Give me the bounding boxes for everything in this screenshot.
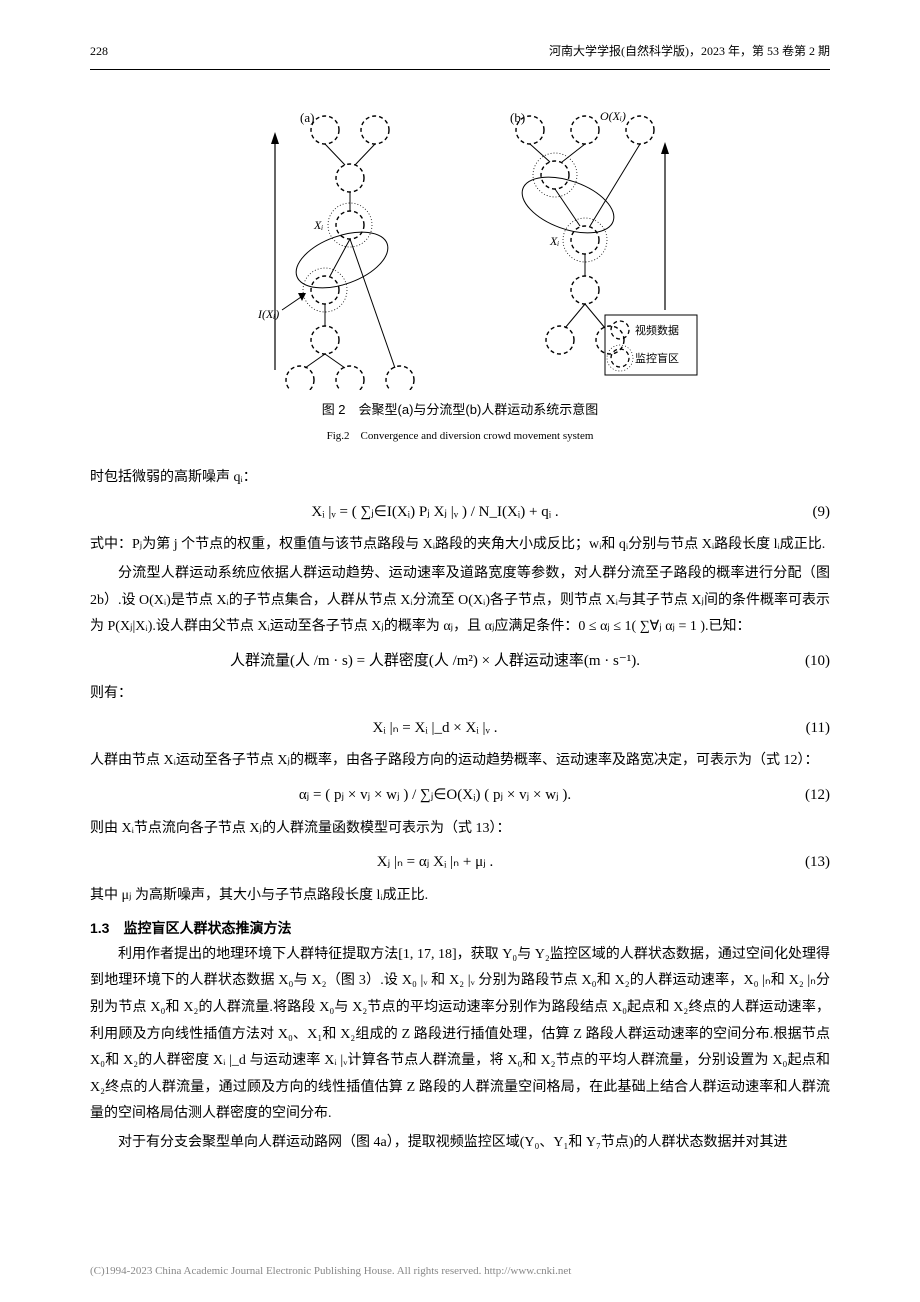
page-number: 228 (90, 40, 108, 63)
node-xi-b: Xᵢ (549, 234, 559, 248)
figure-2-svg: (a) Xᵢ (210, 100, 710, 390)
equation-13: Xⱼ |ₙ = αⱼ Xᵢ |ₙ + μⱼ . (13) (90, 848, 830, 877)
para-1: 时包括微弱的高斯噪声 qᵢ： (90, 465, 830, 492)
eq10-num: (10) (780, 647, 830, 676)
page-header: 228 河南大学学报(自然科学版)，2023 年，第 53 卷第 2 期 (90, 40, 830, 70)
eq13-body: Xⱼ |ₙ = αⱼ Xᵢ |ₙ + μⱼ . (90, 848, 780, 877)
page-footer: (C)1994-2023 China Academic Journal Elec… (0, 1261, 920, 1282)
para-7: 其中 μⱼ 为高斯噪声，其大小与子节点路段长度 lᵢ成正比. (90, 883, 830, 910)
eq12-num: (12) (780, 781, 830, 810)
para-5: 人群由节点 Xᵢ运动至各子节点 Xⱼ的概率，由各子路段方向的运动趋势概率、运动速… (90, 748, 830, 775)
para-9: 对于有分支会聚型单向人群运动路网（图 4a），提取视频监控区域(Y₀、Y₁和 Y… (90, 1130, 830, 1157)
section-1-3-title: 1.3 监控盲区人群状态推演方法 (90, 915, 830, 942)
eq13-num: (13) (780, 848, 830, 877)
oxi-label: O(Xᵢ) (600, 109, 626, 123)
eq11-body: Xᵢ |ₙ = Xᵢ |_d × Xᵢ |ᵥ . (90, 714, 780, 743)
para-4: 则有： (90, 681, 830, 708)
equation-9: Xᵢ |ᵥ = ( ∑ⱼ∈I(Xᵢ) Pⱼ Xⱼ |ᵥ ) / N_I(Xᵢ) … (90, 498, 830, 527)
eq9-body: Xᵢ |ᵥ = ( ∑ⱼ∈I(Xᵢ) Pⱼ Xⱼ |ᵥ ) / N_I(Xᵢ) … (90, 498, 780, 527)
para-3: 分流型人群运动系统应依据人群运动趋势、运动速率及道路宽度等参数，对人群分流至子路… (90, 561, 830, 641)
node-xi-a: Xᵢ (313, 218, 323, 232)
equation-11: Xᵢ |ₙ = Xᵢ |_d × Xᵢ |ᵥ . (11) (90, 714, 830, 743)
equation-10: 人群流量(人 /m · s) = 人群密度(人 /m²) × 人群运动速率(m … (90, 647, 830, 676)
legend-blind: 监控盲区 (635, 351, 679, 365)
figure-2: (a) Xᵢ (90, 100, 830, 448)
fig2-caption-en: Fig.2 Convergence and diversion crowd mo… (90, 426, 830, 447)
eq11-num: (11) (780, 714, 830, 743)
ixi-label: I(Xᵢ) (257, 307, 279, 321)
para-2: 式中：Pⱼ为第 j 个节点的权重，权重值与该节点路段与 Xᵢ路段的夹角大小成反比… (90, 532, 830, 559)
eq12-body: αⱼ = ( pⱼ × vⱼ × wⱼ ) / ∑ⱼ∈O(Xᵢ) ( pⱼ × … (90, 781, 780, 810)
legend-video: 视频数据 (635, 323, 679, 337)
equation-12: αⱼ = ( pⱼ × vⱼ × wⱼ ) / ∑ⱼ∈O(Xᵢ) ( pⱼ × … (90, 781, 830, 810)
para-6: 则由 Xᵢ节点流向各子节点 Xⱼ的人群流量函数模型可表示为（式 13）： (90, 816, 830, 843)
fig2-caption-cn: 图 2 会聚型(a)与分流型(b)人群运动系统示意图 (90, 398, 830, 423)
journal-info: 河南大学学报(自然科学版)，2023 年，第 53 卷第 2 期 (549, 40, 830, 63)
eq10-body: 人群流量(人 /m · s) = 人群密度(人 /m²) × 人群运动速率(m … (90, 647, 780, 676)
eq9-num: (9) (780, 498, 830, 527)
para-8: 利用作者提出的地理环境下人群特征提取方法[1, 17, 18]，获取 Y₀与 Y… (90, 942, 830, 1128)
